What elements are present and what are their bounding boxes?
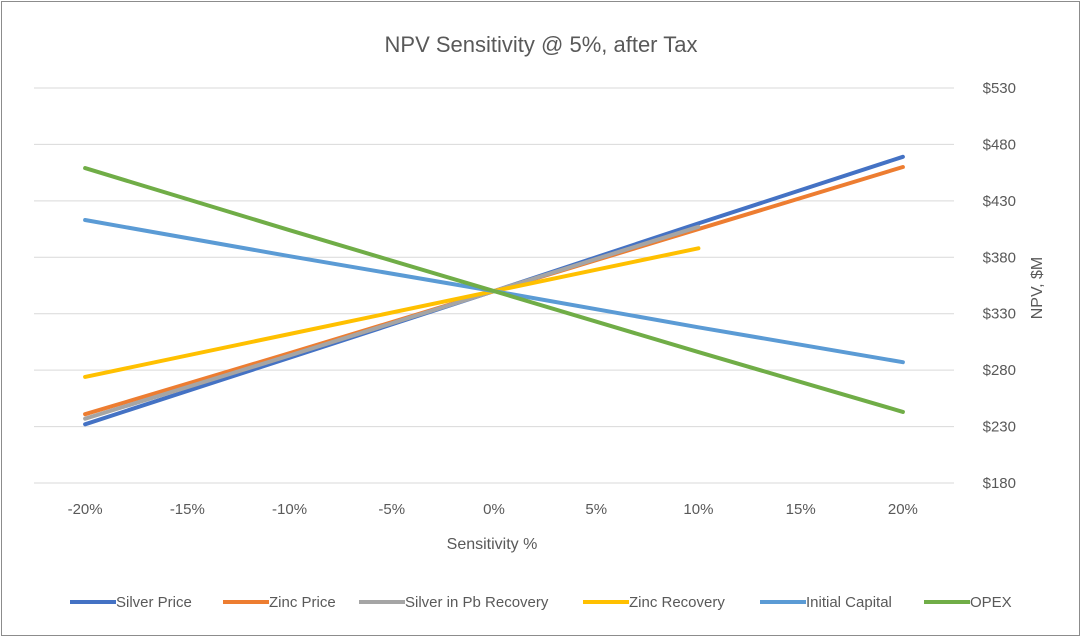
legend-item: Zinc Recovery bbox=[583, 594, 725, 611]
x-tick-label: 20% bbox=[888, 501, 918, 518]
y-tick-label: $180 bbox=[983, 475, 1016, 492]
gridlines bbox=[34, 87, 954, 484]
series-line-opex bbox=[83, 166, 905, 414]
x-tick-label: 0% bbox=[483, 501, 505, 518]
legend-item: Initial Capital bbox=[760, 594, 892, 611]
series-lines bbox=[83, 154, 905, 427]
legend-label: Silver in Pb Recovery bbox=[405, 594, 549, 611]
x-axis-label: Sensitivity % bbox=[447, 536, 538, 553]
y-tick-label: $230 bbox=[983, 419, 1016, 436]
x-tick-label: 5% bbox=[585, 501, 607, 518]
legend-label: Zinc Price bbox=[269, 594, 336, 611]
y-tick-label: $280 bbox=[983, 362, 1016, 379]
x-axis-ticks: -20% -15% -10% -5% 0% 5% 10% 15% 20% bbox=[68, 501, 918, 518]
legend-item: Silver Price bbox=[70, 594, 192, 611]
legend-label: OPEX bbox=[970, 594, 1012, 611]
x-tick-label: -10% bbox=[272, 501, 307, 518]
x-tick-label: -15% bbox=[170, 501, 205, 518]
legend-item: Silver in Pb Recovery bbox=[359, 594, 549, 611]
legend-label: Silver Price bbox=[116, 594, 192, 611]
y-tick-label: $430 bbox=[983, 193, 1016, 210]
y-tick-label: $380 bbox=[983, 249, 1016, 266]
y-tick-label: $330 bbox=[983, 306, 1016, 323]
x-tick-label: 15% bbox=[786, 501, 816, 518]
legend: Silver Price Zinc Price Silver in Pb Recov… bbox=[70, 594, 1012, 611]
y-tick-label: $480 bbox=[983, 136, 1016, 153]
series-line-silver-in-pb-recovery bbox=[83, 224, 701, 421]
legend-item: Zinc Price bbox=[223, 594, 336, 611]
chart-title: NPV Sensitivity @ 5%, after Tax bbox=[385, 32, 698, 57]
legend-item: OPEX bbox=[924, 594, 1012, 611]
x-tick-label: 10% bbox=[683, 501, 713, 518]
y-axis-ticks: $180 $230 $280 $330 $380 $430 $480 $530 bbox=[983, 80, 1016, 492]
legend-label: Zinc Recovery bbox=[629, 594, 725, 611]
y-axis-label: NPV, $M bbox=[1029, 257, 1046, 320]
x-tick-label: -20% bbox=[68, 501, 103, 518]
series-line-zinc-recovery bbox=[83, 246, 701, 379]
y-tick-label: $530 bbox=[983, 80, 1016, 97]
x-tick-label: -5% bbox=[378, 501, 405, 518]
legend-label: Initial Capital bbox=[806, 594, 892, 611]
